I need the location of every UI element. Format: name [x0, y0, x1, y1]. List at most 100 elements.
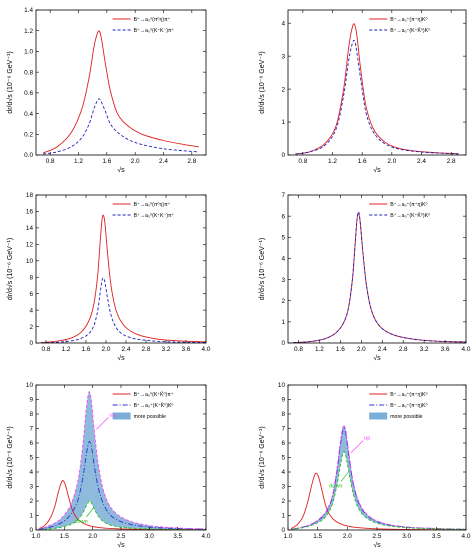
x-tick-label: 2.4: [159, 158, 168, 165]
x-tick-label: 3.0: [402, 533, 411, 540]
series-line-0: [42, 30, 199, 154]
x-tick-label: 2.0: [88, 533, 97, 540]
x-tick-label: 2.5: [373, 533, 382, 540]
legend-entry: B⁺→a₀⁺(K⁺K̄⁰)K⁰: [134, 402, 174, 409]
x-tick-label: 1.2: [74, 158, 83, 165]
y-tick-label: 9: [281, 397, 285, 404]
x-tick-label: 0.8: [46, 158, 55, 165]
y-tick-label: 7: [281, 426, 285, 433]
legend-swatch-band: [112, 412, 131, 420]
y-tick-label: 0.6: [24, 90, 33, 97]
x-tick-label: 2.8: [399, 346, 408, 353]
x-tick-label: 3.5: [173, 533, 182, 540]
y-tick-label: 12: [26, 242, 34, 249]
x-tick-label: 4.0: [462, 346, 471, 353]
x-tick-label: 1.0: [32, 533, 41, 540]
y-tick-label: 2: [281, 298, 285, 305]
x-tick-label: 2.5: [117, 533, 126, 540]
y-tick-label: 0: [281, 152, 285, 159]
y-tick-label: 1: [281, 319, 285, 326]
y-tick-label: 3: [281, 484, 285, 491]
annotation-arrow-down: [340, 472, 349, 482]
y-tick-label: 1.0: [24, 49, 33, 56]
x-tick-label: 3.6: [441, 346, 450, 353]
x-tick-label: 1.5: [60, 533, 69, 540]
x-tick-label: 1.5: [313, 533, 322, 540]
y-tick-label: 3: [281, 277, 285, 284]
x-tick-label: 3.6: [182, 346, 191, 353]
y-tick-label: 1.2: [24, 28, 33, 35]
y-tick-label: 3: [281, 53, 285, 60]
x-tick-label: 3.5: [432, 533, 441, 540]
series-line-1: [38, 440, 206, 530]
series-line-0: [40, 214, 206, 343]
y-tick-label: 4: [281, 20, 285, 27]
y-tick-label: 18: [26, 192, 34, 199]
y-axis-label: dr/d√s (10⁻⁶ GeV⁻¹): [258, 426, 266, 488]
y-tick-label: 6: [29, 440, 33, 447]
x-tick-label: 0.8: [294, 346, 303, 353]
legend-entry: B⁺→a₀⁰(π⁰η)π⁺: [134, 17, 171, 23]
y-tick-label: 2: [29, 498, 33, 505]
x-axis-label: √s: [117, 166, 125, 174]
chart-panel-middle-right: 0.8 1.2 1.6 2.0 2.4 2.8 3.2 3.6 4.0 0 1 2 3 4 5 6 7 √s dr/…: [258, 192, 471, 362]
y-tick-label: 8: [29, 411, 33, 418]
y-tick-label: 7: [29, 426, 33, 433]
annotation-down: down: [74, 519, 87, 525]
y-axis-label: dr/d√s (10⁻⁶ GeV⁻¹): [6, 51, 14, 113]
y-tick-label: 0: [29, 527, 33, 534]
annotation-down: down: [329, 483, 342, 489]
legend-entry: B⁺→a₀⁰(K⁺K̄⁰)π⁺: [134, 391, 174, 398]
x-axis-label: √s: [117, 541, 125, 549]
legend-entry: B⁺→a₀⁰(π⁰η)π⁺: [134, 202, 171, 208]
y-tick-label: 0: [29, 340, 33, 347]
plot-frame: [287, 9, 467, 156]
plot-frame: [287, 194, 467, 344]
x-tick-label: 2.0: [131, 158, 140, 165]
x-tick-label: 1.2: [328, 158, 337, 165]
x-tick-label: 3.2: [420, 346, 429, 353]
legend-entry: B⁺→a₀⁺(π⁺η)K⁰: [390, 17, 427, 23]
chart-panel-top-right: 0.8 1.2 1.6 2.0 2.4 2.8 0 1 2 3 4 √s dr/d√s (10⁻⁶ Ge…: [258, 9, 467, 174]
y-tick-label: 0.2: [24, 131, 33, 138]
plot-frame: [35, 9, 207, 156]
y-tick-label: 5: [281, 455, 285, 462]
y-axis-label: dr/d√s (10⁻⁶ GeV⁻¹): [258, 238, 266, 300]
y-tick-label: 4: [29, 307, 33, 314]
y-tick-label: 6: [281, 440, 285, 447]
annotation-up: up: [364, 436, 370, 442]
x-axis-label: √s: [117, 354, 125, 362]
y-tick-label: 0.8: [24, 69, 33, 76]
y-axis-label: dr/d√s (10⁻⁶ GeV⁻¹): [258, 51, 266, 113]
legend-swatch-band: [369, 412, 388, 420]
x-tick-label: 1.6: [336, 346, 345, 353]
annotation-arrow-down: [86, 507, 94, 518]
series-line-0: [290, 472, 466, 530]
annotation-arrow-up: [96, 417, 109, 430]
chart-panel-middle-left: 0.8 1.2 1.6 2.0 2.4 2.8 3.2 3.6 4.0 0 2 4 6 8 10 12 14 16…: [6, 192, 211, 362]
x-tick-label: 1.0: [284, 533, 293, 540]
x-tick-label: 2.0: [343, 533, 352, 540]
y-tick-label: 14: [26, 225, 34, 232]
series-line-1: [43, 98, 199, 155]
y-tick-label: 0: [281, 340, 285, 347]
y-tick-label: 10: [26, 382, 34, 389]
y-tick-label: 10: [26, 258, 34, 265]
x-tick-label: 2.0: [387, 158, 396, 165]
y-tick-label: 5: [29, 455, 33, 462]
x-tick-label: 2.8: [187, 158, 196, 165]
band-more-possible: [290, 425, 466, 530]
annotation-arrow-up: [350, 440, 364, 453]
y-tick-label: 6: [29, 291, 33, 298]
y-tick-label: 2: [281, 498, 285, 505]
y-tick-label: 8: [281, 411, 285, 418]
y-tick-label: 0.4: [24, 111, 33, 118]
series-line-2: [290, 424, 466, 530]
y-tick-label: 4: [29, 469, 33, 476]
band-more-possible: [38, 391, 206, 530]
y-tick-label: 1: [281, 119, 285, 126]
x-tick-label: 1.6: [358, 158, 367, 165]
series-line-2: [38, 391, 206, 530]
x-tick-label: 1.2: [62, 346, 71, 353]
series-line-3: [290, 451, 466, 530]
